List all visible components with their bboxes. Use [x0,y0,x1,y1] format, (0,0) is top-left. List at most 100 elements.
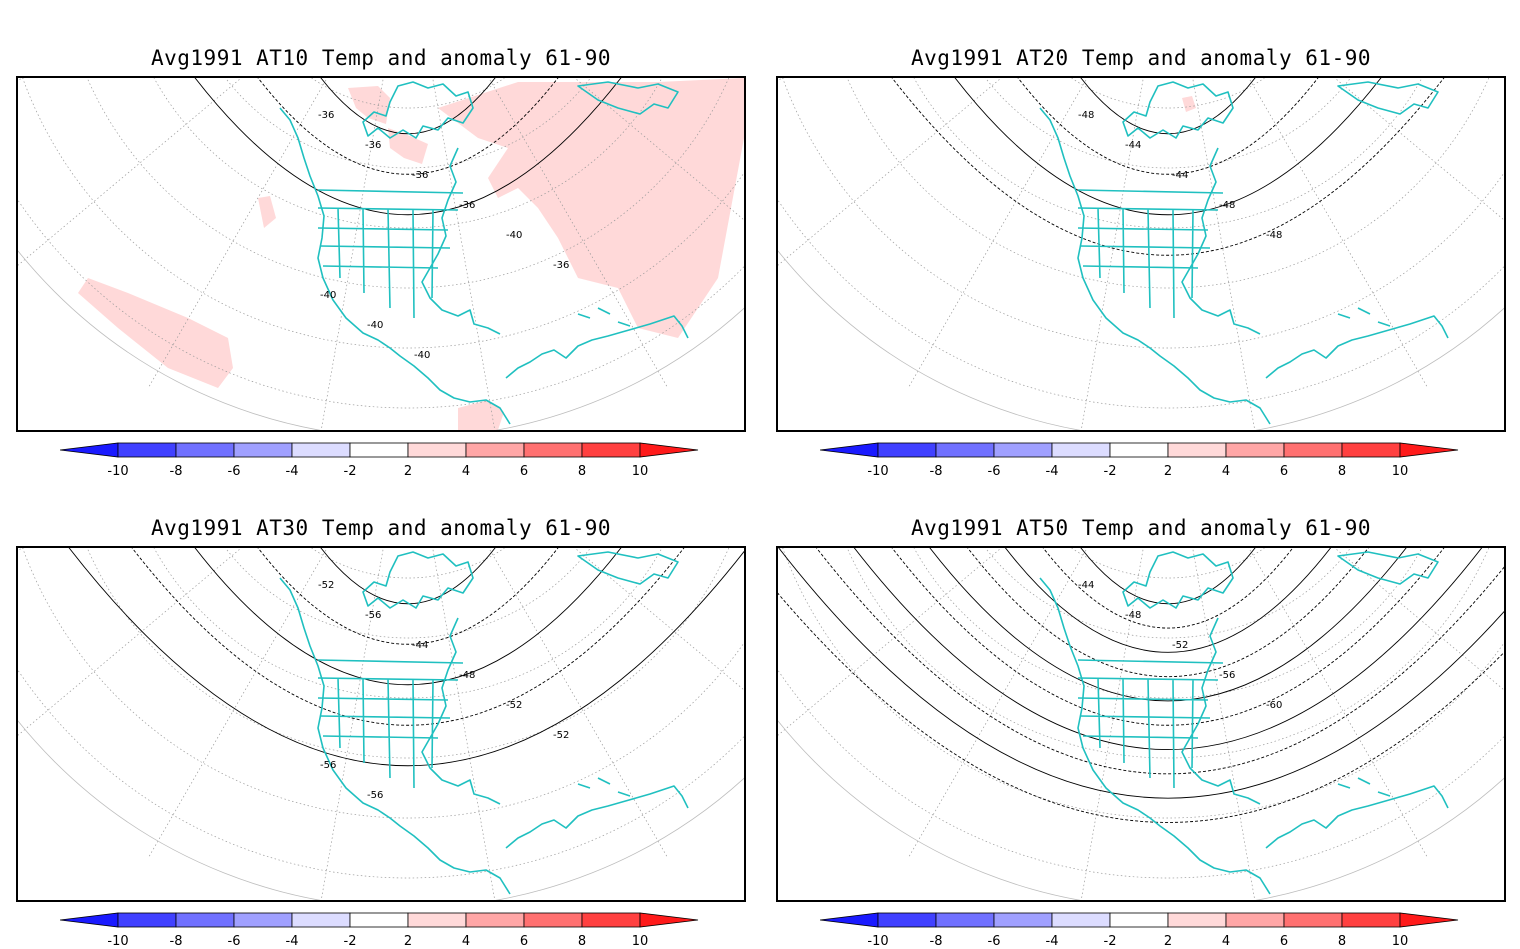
contour-label: -48 [1266,230,1282,241]
colorbar-bin [1283,442,1343,458]
colorbar-bin [233,912,293,928]
colorbar-tick-label: 4 [1221,934,1231,949]
colorbar-bin [1167,442,1227,458]
colorbar-bin [1051,442,1111,458]
anomaly-shading [388,128,428,164]
colorbar-bin [1109,442,1169,458]
graticule [18,548,744,900]
map-at20: -48 -44 -44 -48 -48 [776,76,1506,432]
coastlines [1039,551,1449,895]
contour-label: -52 [1172,640,1188,651]
colorbar-bin [1283,912,1343,928]
colorbar-tick-label: -4 [285,934,299,949]
colorbar-tick-label: 10 [1391,464,1409,479]
colorbar-bin [407,912,467,928]
contour-label: -60 [1266,700,1282,711]
colorbar-high-arrow [639,442,699,458]
map-at10: -36 -36 -36 -36 -40 -36 -40 -40 -40 [16,76,746,432]
temperature-contours [778,548,1504,823]
colorbar-tick-label: 8 [1337,934,1347,949]
colorbar-low-arrow [819,912,879,928]
anomaly-shading [258,196,276,228]
colorbar-tick-label: -2 [1103,934,1117,949]
colorbar-tick-label: 4 [461,934,471,949]
colorbar-tick-label: 6 [519,464,529,479]
colorbar-tick-label: -4 [285,464,299,479]
colorbar-tick-label: -10 [867,934,889,949]
colorbar-tick-label: -8 [169,934,183,949]
colorbar-bin [291,912,351,928]
contour-label: -56 [365,610,381,621]
colorbar-tick-label: -4 [1045,464,1059,479]
colorbar-svg [819,912,1459,928]
contour-label: -36 [553,260,569,271]
colorbar-tick-label: -8 [169,464,183,479]
panel-at20: Avg1991 AT20 Temp and anomaly 61-90 -48-… [776,46,1516,479]
colorbar-tick-label: 4 [461,464,471,479]
colorbar: -10 -8 -6 -4 -2 2 4 6 8 10 [819,442,1460,479]
colorbar-tick-label: -8 [929,934,943,949]
anomaly-shading [78,278,233,388]
colorbar-tick-label: 4 [1221,464,1231,479]
graticule [18,78,744,430]
temperature-contours [68,548,744,767]
colorbar-bin [1167,912,1227,928]
colorbar-bin [175,442,235,458]
contour-label: -40 [320,290,336,301]
colorbar-tick-label: 8 [577,464,587,479]
contour-label: -40 [367,320,383,331]
colorbar-tick-label: -2 [1103,464,1117,479]
graticule [778,548,1504,900]
colorbar-tick-label: 10 [1391,934,1409,949]
colorbar-tick-label: 2 [403,464,413,479]
colorbar-bin [1109,912,1169,928]
colorbar-bin [581,442,641,458]
colorbar-tick-label: 6 [1279,464,1289,479]
colorbar-bin [1341,912,1401,928]
colorbar-tick-label: -6 [227,934,241,949]
colorbar-tick-label: -8 [929,464,943,479]
colorbar-bin [1225,912,1285,928]
contour-label: -48 [1219,200,1235,211]
colorbar-bin [1341,442,1401,458]
contour-label: -36 [365,140,381,151]
colorbar-svg [59,442,699,458]
contour-label: -36 [459,200,475,211]
contour-label: -44 [1172,170,1188,181]
colorbar-bin [523,442,583,458]
colorbar-bin [175,912,235,928]
colorbar-bin [935,912,995,928]
colorbar-bin [117,912,177,928]
colorbar-tick-label: 10 [631,934,649,949]
colorbar-tick-label: 6 [1279,934,1289,949]
anomaly-shading [348,86,390,124]
colorbar: -10 -8 -6 -4 -2 2 4 6 8 10 [59,912,700,949]
contour-label: -44 [412,640,428,651]
colorbar-bin [233,442,293,458]
colorbar-svg [819,442,1459,458]
colorbar-tick-label: 2 [403,934,413,949]
graticule [778,78,1504,430]
colorbar-tick-label: -4 [1045,934,1059,949]
contour-label: -48 [1078,110,1094,121]
colorbar-tick-label: -2 [343,934,357,949]
colorbar-high-arrow [1399,912,1459,928]
contour-label: -44 [1078,580,1094,591]
colorbar-bin [523,912,583,928]
contour-label: -52 [553,730,569,741]
contour-label: -56 [367,790,383,801]
colorbar-tick-label: 2 [1163,464,1173,479]
colorbar-bin [935,442,995,458]
contour-label: -36 [412,170,428,181]
contour-label: -44 [1125,140,1141,151]
contour-label: -48 [1125,610,1141,621]
colorbar-tick-label: -2 [343,464,357,479]
colorbar-high-arrow [1399,442,1459,458]
colorbar-tick-label: -6 [987,934,1001,949]
panel-title: Avg1991 AT20 Temp and anomaly 61-90 [910,46,1371,70]
colorbar-tick-label: 10 [631,464,649,479]
contour-label: -40 [414,350,430,361]
panel-title: Avg1991 AT10 Temp and anomaly 61-90 [150,46,611,70]
colorbar-svg [59,912,699,928]
panel-at50: Avg1991 AT50 Temp and anomaly 61-90 -44-… [776,516,1516,949]
